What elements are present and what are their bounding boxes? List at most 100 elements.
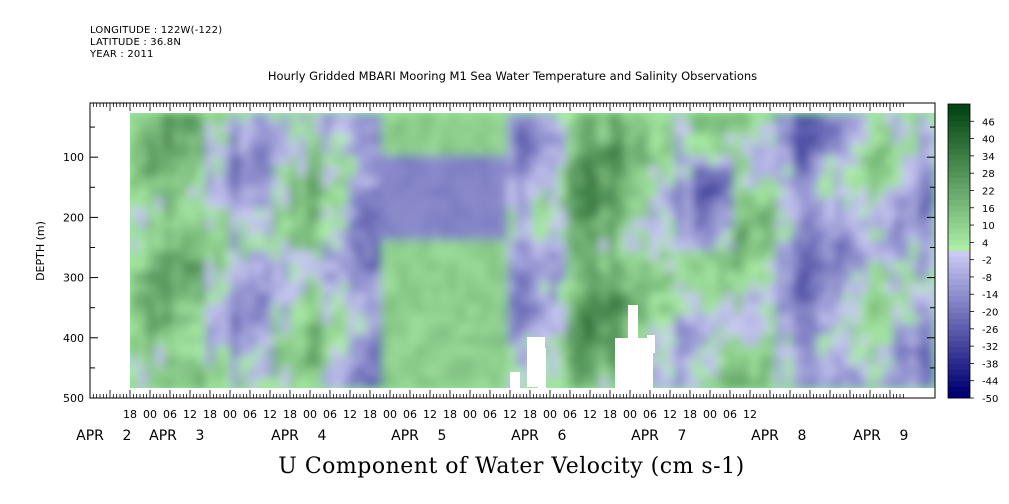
longitude-label: LONGITUDE : 122W(-122) [90, 25, 223, 36]
x-day-label: APR 5 [391, 428, 446, 444]
colorbar-label: -26 [982, 325, 998, 336]
colorbar-band [948, 160, 970, 167]
y-axis-title: DEPTH (m) [34, 221, 47, 281]
x-day-month: APR [149, 428, 177, 444]
x-hour-label: 12 [663, 408, 677, 421]
colorbar-label: -38 [982, 359, 998, 370]
colorbar-band [948, 279, 970, 286]
x-day-number: 5 [438, 428, 447, 444]
colorbar-label: 16 [982, 204, 995, 215]
colorbar-band [948, 177, 970, 184]
colorbar-band [948, 273, 970, 280]
colorbar-band [948, 166, 970, 173]
colorbar-label: 4 [982, 238, 988, 249]
y-axis-labels: 100 200 300 400 500 [63, 151, 84, 405]
x-hour-label: 00 [703, 408, 717, 421]
x-hour-label: 18 [123, 408, 137, 421]
x-hour-label: 00 [143, 408, 157, 421]
colorbar-band [948, 104, 970, 111]
x-hour-label: 06 [723, 408, 737, 421]
x-day-label: APR 2 [76, 428, 131, 444]
colorbar-band [948, 267, 970, 275]
colorbar-band [948, 211, 970, 218]
x-hour-label: 00 [623, 408, 637, 421]
x-hour-label: 06 [243, 408, 257, 421]
colorbar-band [948, 183, 970, 190]
heatmap-field [130, 113, 935, 388]
x-hour-label: 12 [503, 408, 517, 421]
x-day-number: 7 [678, 428, 687, 444]
colorbar-label: 28 [982, 169, 995, 180]
colorbar-band [948, 313, 970, 320]
latitude-label: LATITUDE : 36.8N [90, 37, 182, 48]
x-day-number: 8 [798, 428, 807, 444]
x-day-number: 2 [123, 428, 132, 444]
colorbar-band [948, 375, 970, 382]
colorbar-label: 22 [982, 186, 995, 197]
colorbar-band [948, 137, 970, 144]
x-hour-label: 18 [283, 408, 297, 421]
colorbar-band [948, 307, 970, 314]
y-axis-ticks [90, 126, 935, 399]
missing-data-regions [90, 104, 935, 397]
colorbar-label: -44 [982, 377, 998, 388]
x-day-month: APR [631, 428, 659, 444]
colorbar-band [948, 330, 970, 337]
x-hour-label: 00 [543, 408, 557, 421]
colorbar-band [948, 335, 970, 342]
colorbar-band [948, 392, 970, 399]
x-axis-labels: 18 00 06 12 18 00 06 12 18 00 06 12 18 00 06 12 18 00 06 12… [76, 408, 908, 444]
colorbar-band [948, 126, 970, 133]
missing-data-block [628, 305, 638, 345]
colorbar-band [948, 284, 970, 291]
x-hour-label: 06 [643, 408, 657, 421]
x-axis-ticks [89, 103, 904, 398]
colorbar-caption: U Component of Water Velocity (cm s-1) [278, 454, 745, 479]
colorbar-band [948, 154, 970, 161]
plot-frame [89, 102, 936, 399]
x-day-label: APR 9 [853, 428, 908, 444]
x-day-number: 6 [558, 428, 567, 444]
x-hour-label: 06 [163, 408, 177, 421]
colorbar-band [948, 352, 970, 359]
colorbar-band [948, 109, 970, 116]
colorbar-band [948, 358, 970, 365]
x-hour-label: 06 [483, 408, 497, 421]
x-day-month: APR [751, 428, 779, 444]
x-hour-label: 18 [203, 408, 217, 421]
x-hour-label: 06 [323, 408, 337, 421]
colorbar-band [948, 132, 970, 139]
colorbar-label: -20 [982, 308, 998, 319]
colorbar-label: 40 [982, 135, 995, 146]
colorbar: 46 40 34 28 22 16 10 4 -2 -8 -14 -20 -26 -32 -38 -44 -50 [947, 103, 998, 405]
colorbar-band [948, 256, 970, 263]
x-day-label: APR 7 [631, 428, 686, 444]
missing-data-block [647, 335, 655, 353]
missing-data-block [510, 372, 520, 388]
colorbar-band [948, 251, 970, 258]
no-data-bottom [130, 388, 935, 397]
colorbar-band [948, 324, 970, 331]
x-hour-label: 12 [583, 408, 597, 421]
colorbar-band [948, 341, 970, 348]
colorbar-band [948, 222, 970, 229]
colorbar-band [948, 149, 970, 156]
colorbar-band [948, 262, 970, 269]
colorbar-band [948, 369, 970, 376]
x-hour-label: 12 [423, 408, 437, 421]
no-data-margin [90, 104, 130, 397]
colorbar-label: 10 [982, 221, 995, 232]
y-tick-label: 500 [63, 392, 84, 405]
x-hour-label: 12 [743, 408, 757, 421]
x-day-month: APR [511, 428, 539, 444]
colorbar-band [948, 364, 970, 371]
x-day-label: APR 6 [511, 428, 566, 444]
colorbar-band [948, 171, 970, 178]
colorbar-band [948, 386, 970, 393]
colorbar-band [948, 290, 970, 297]
x-day-number: 4 [318, 428, 327, 444]
colorbar-label: -2 [982, 256, 992, 267]
x-hour-label: 18 [683, 408, 697, 421]
colorbar-frame [947, 103, 971, 399]
missing-data-block [615, 338, 653, 388]
